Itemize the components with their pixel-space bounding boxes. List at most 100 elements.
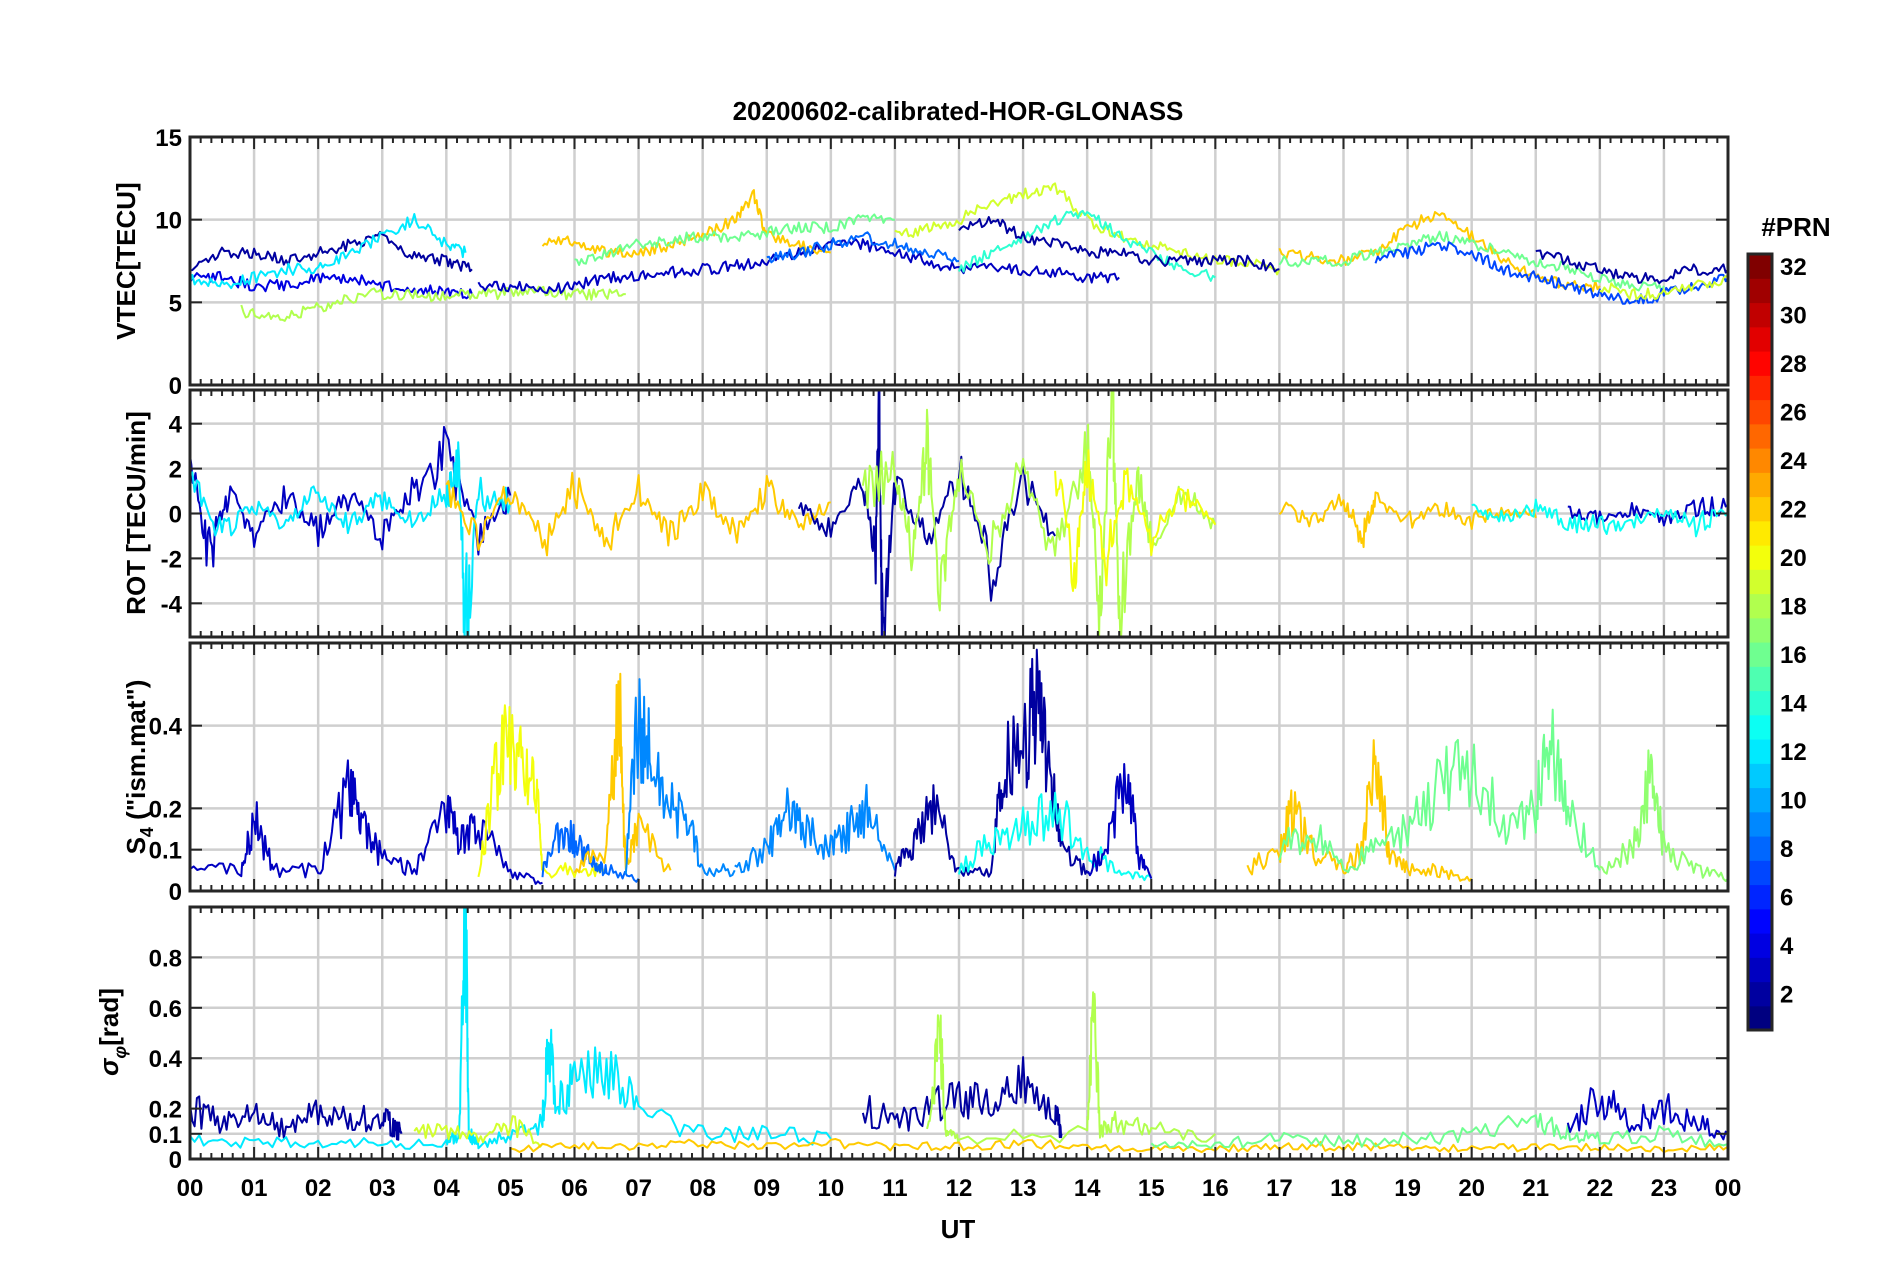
x-tick-label: 12 — [946, 1175, 973, 1202]
x-tick-label: 07 — [625, 1175, 652, 1202]
panel-rot: -4 -2 0 2 4 ROT [TECU/min] — [121, 388, 1730, 639]
rot-axes-box — [188, 388, 1730, 639]
colorbar-tick-label: 30 — [1780, 303, 1807, 330]
vtec-series-prn-7 — [1374, 241, 1728, 305]
colorbar-strip-prn-22 — [1748, 496, 1772, 522]
s4-ytick-label: 0.4 — [149, 714, 183, 741]
vtec-series-prn-19 — [894, 182, 1281, 276]
x-tick-label: 05 — [497, 1175, 524, 1202]
sigma-ylabel-sub: φ — [110, 1046, 130, 1059]
panel-s4: 0 0.1 0.2 0.4 S4 ("ism.mat") — [121, 641, 1730, 906]
s4-ytick-labels: 0 0.1 0.2 0.4 — [149, 714, 183, 906]
s4-series-prn-17 — [1599, 749, 1728, 882]
colorbar-strip-prn-21 — [1748, 520, 1772, 546]
colorbar-tick-label: 28 — [1780, 351, 1807, 378]
colorbar-strip-prn-18 — [1748, 593, 1772, 619]
colorbar-strip-prn-4 — [1748, 933, 1772, 958]
s4-ytick-label: 0 — [169, 879, 182, 906]
colorbar-tick-label: 4 — [1780, 933, 1794, 960]
sigma-grid — [190, 907, 1728, 1159]
x-tick-label: 18 — [1330, 1175, 1357, 1202]
sigma-series-prn-2 — [190, 1095, 403, 1141]
sigma-series-prn-12 — [190, 907, 832, 1150]
colorbar-strip-prn-24 — [1748, 448, 1772, 473]
s4-ylabel-rest: ("ism.mat") — [121, 680, 151, 827]
x-tick-label: 01 — [241, 1175, 268, 1202]
sigma-ytick-label: 0 — [169, 1147, 182, 1174]
vtec-series-prn-2 — [190, 230, 473, 273]
colorbar-tick-label: 26 — [1780, 400, 1807, 427]
colorbar-strip-prn-23 — [1748, 472, 1772, 498]
x-tick-label: 17 — [1266, 1175, 1293, 1202]
s4-series-prn-3 — [190, 759, 543, 885]
rot-series-prn-18 — [861, 390, 1217, 637]
s4-series-prn-8 — [541, 819, 640, 883]
colorbar-strip-prn-14 — [1748, 690, 1772, 716]
rot-series-prn-22 — [1278, 491, 1537, 549]
colorbar-strip-prn-10 — [1748, 787, 1772, 813]
colorbar-strip-prn-31 — [1748, 278, 1772, 304]
rot-ytick-label: 0 — [169, 502, 182, 529]
sigma-ytick-label: 0.4 — [149, 1046, 183, 1073]
rot-ytick-labels: -4 -2 0 2 4 — [161, 412, 183, 619]
s4-axes-box — [188, 641, 1730, 893]
panel-vtec: 0 5 10 15 VTEC[TECU] — [111, 125, 1730, 400]
x-tick-label: 02 — [305, 1175, 332, 1202]
vtec-axes-box — [188, 135, 1730, 387]
sigma-ytick-label: 0.1 — [149, 1122, 182, 1149]
rot-series-prn-2 — [797, 390, 1056, 637]
rot-ytick-label: -2 — [161, 546, 182, 573]
colorbar-tick-label: 8 — [1780, 836, 1793, 863]
colorbar-strip-prn-3 — [1748, 957, 1772, 983]
vtec-series-prn-18 — [240, 285, 626, 322]
x-tick-label: 04 — [433, 1175, 460, 1202]
s4-series-prn-9 — [734, 783, 896, 874]
rot-ylabel: ROT [TECU/min] — [121, 411, 151, 615]
rot-series-prn-20 — [1054, 449, 1217, 592]
colorbar-strip-prn-17 — [1748, 617, 1772, 643]
colorbar-frame — [1746, 252, 1774, 1032]
x-tick-label: 23 — [1651, 1175, 1678, 1202]
colorbar-strip-prn-9 — [1748, 811, 1772, 837]
colorbar-tick-label: 24 — [1780, 448, 1807, 475]
colorbar-strip-prn-8 — [1748, 836, 1772, 861]
x-tick-label: 06 — [561, 1175, 588, 1202]
sigma-ytick-label: 0.8 — [149, 945, 182, 972]
rot-series-prn-12 — [190, 441, 512, 637]
colorbar-tick-label: 14 — [1780, 691, 1807, 718]
vtec-series-prn-16 — [574, 213, 895, 266]
rot-ytick-label: -4 — [161, 591, 183, 618]
s4-series-prn-16 — [1278, 708, 1601, 874]
s4-ylabel-main: S — [121, 837, 151, 854]
s4-series-prn-22 — [573, 672, 672, 874]
sigma-ylabel: σφ[rad] — [94, 988, 130, 1076]
rot-series-prn-22 — [445, 471, 831, 557]
colorbar-strip-prn-6 — [1748, 884, 1772, 910]
x-tick-label: 00 — [1715, 1175, 1742, 1202]
s4-ytick-label: 0.1 — [149, 838, 182, 865]
vtec-ytick-label: 5 — [169, 290, 182, 317]
vtec-series-prn-16 — [1278, 230, 1665, 293]
s4-grid — [190, 643, 1728, 891]
chart-title: 20200602-calibrated-HOR-GLONASS — [733, 96, 1184, 126]
colorbar-tick-label: 12 — [1780, 739, 1807, 766]
sigma-ytick-label: 0.2 — [149, 1097, 182, 1124]
vtec-series-prn-19 — [1599, 275, 1728, 301]
colorbar-strip-prn-27 — [1748, 375, 1772, 401]
colorbar-strips — [1748, 254, 1772, 1031]
x-tick-label: 21 — [1522, 1175, 1549, 1202]
vtec-series-prn-12 — [190, 213, 467, 290]
colorbar-strip-prn-11 — [1748, 763, 1772, 789]
rot-lines — [190, 390, 1728, 637]
s4-series-prn-13 — [958, 791, 1153, 882]
x-tick-label: 09 — [753, 1175, 780, 1202]
sigma-axes-box — [188, 905, 1730, 1161]
vtec-series-prn-8 — [766, 231, 960, 264]
x-tick-label: 14 — [1074, 1175, 1101, 1202]
colorbar-tick-label: 2 — [1780, 982, 1793, 1009]
colorbar-label: #PRN — [1761, 212, 1830, 242]
colorbar-strip-prn-16 — [1748, 642, 1772, 667]
rot-ticks — [189, 390, 1729, 637]
